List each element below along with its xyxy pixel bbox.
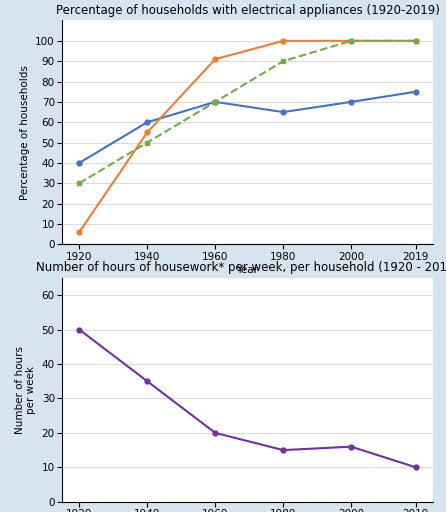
Y-axis label: Number of hours
per week: Number of hours per week xyxy=(15,346,36,434)
Hours per week xyxy=(145,378,150,385)
Line: Hours per week: Hours per week xyxy=(77,327,418,470)
Hours per week xyxy=(348,443,354,450)
Vacuum cleaner xyxy=(213,99,218,105)
Legend: Washing machine, Refrigerator, Vacuum cleaner: Washing machine, Refrigerator, Vacuum cl… xyxy=(78,312,417,331)
Y-axis label: Percentage of households: Percentage of households xyxy=(20,65,29,200)
Washing machine xyxy=(348,99,354,105)
Washing machine xyxy=(213,99,218,105)
X-axis label: Year: Year xyxy=(236,265,259,275)
Line: Vacuum cleaner: Vacuum cleaner xyxy=(77,38,418,186)
Vacuum cleaner xyxy=(281,58,286,64)
Hours per week xyxy=(413,464,418,471)
Line: Refrigerator: Refrigerator xyxy=(77,38,418,234)
Hours per week xyxy=(77,327,82,333)
Washing machine xyxy=(413,89,418,95)
Vacuum cleaner xyxy=(348,38,354,44)
Hours per week xyxy=(281,447,286,453)
Refrigerator xyxy=(213,56,218,62)
Line: Washing machine: Washing machine xyxy=(77,89,418,165)
Hours per week xyxy=(213,430,218,436)
Refrigerator xyxy=(348,38,354,44)
Vacuum cleaner xyxy=(145,139,150,145)
Washing machine xyxy=(281,109,286,115)
Washing machine xyxy=(77,160,82,166)
Refrigerator xyxy=(77,229,82,235)
Vacuum cleaner xyxy=(413,38,418,44)
Vacuum cleaner xyxy=(77,180,82,186)
Washing machine xyxy=(145,119,150,125)
Refrigerator xyxy=(281,38,286,44)
Refrigerator xyxy=(145,130,150,136)
Refrigerator xyxy=(413,38,418,44)
Title: Number of hours of housework* per week, per household (1920 - 2019): Number of hours of housework* per week, … xyxy=(36,261,446,274)
Title: Percentage of households with electrical appliances (1920-2019): Percentage of households with electrical… xyxy=(56,4,439,16)
